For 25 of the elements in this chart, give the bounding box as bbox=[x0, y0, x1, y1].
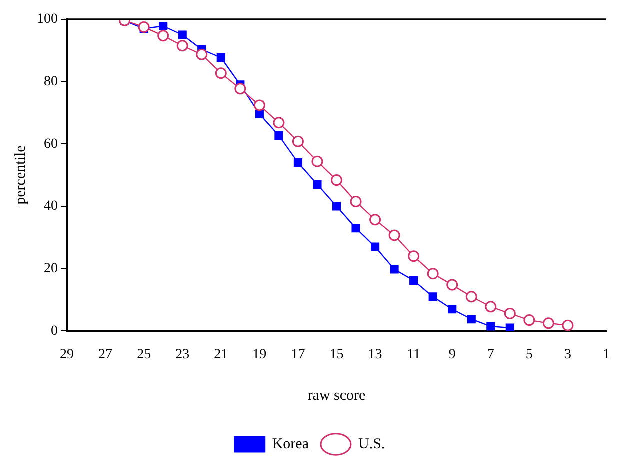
x-tick-label: 25 bbox=[137, 347, 152, 362]
x-tick-label: 3 bbox=[564, 347, 572, 362]
x-tick-label: 23 bbox=[176, 347, 190, 362]
legend-label: U.S. bbox=[358, 436, 386, 452]
y-tick-label: 20 bbox=[44, 262, 58, 277]
x-tick-label: 15 bbox=[330, 347, 344, 362]
x-axis-title: raw score bbox=[308, 388, 366, 404]
x-tick-label: 13 bbox=[368, 347, 382, 362]
x-tick-label: 21 bbox=[214, 347, 228, 362]
y-tick-label: 100 bbox=[37, 12, 58, 28]
x-tick-label: 19 bbox=[252, 347, 267, 362]
x-tick-label: 17 bbox=[291, 347, 306, 362]
x-tick-label: 11 bbox=[407, 347, 421, 362]
x-tick-label: 1 bbox=[603, 347, 610, 362]
x-tick-label: 5 bbox=[526, 347, 533, 362]
y-tick-label: 60 bbox=[44, 136, 58, 152]
legend-label: Korea bbox=[272, 436, 310, 452]
y-axis-title: percentile bbox=[12, 145, 29, 205]
y-tick-label: 40 bbox=[44, 199, 58, 214]
x-tick-label: 29 bbox=[60, 347, 74, 362]
y-tick-label: 0 bbox=[51, 324, 58, 339]
y-tick-label: 80 bbox=[44, 74, 58, 90]
x-tick-label: 7 bbox=[487, 347, 494, 362]
x-tick-label: 9 bbox=[448, 347, 456, 362]
x-tick-label: 27 bbox=[98, 347, 113, 362]
